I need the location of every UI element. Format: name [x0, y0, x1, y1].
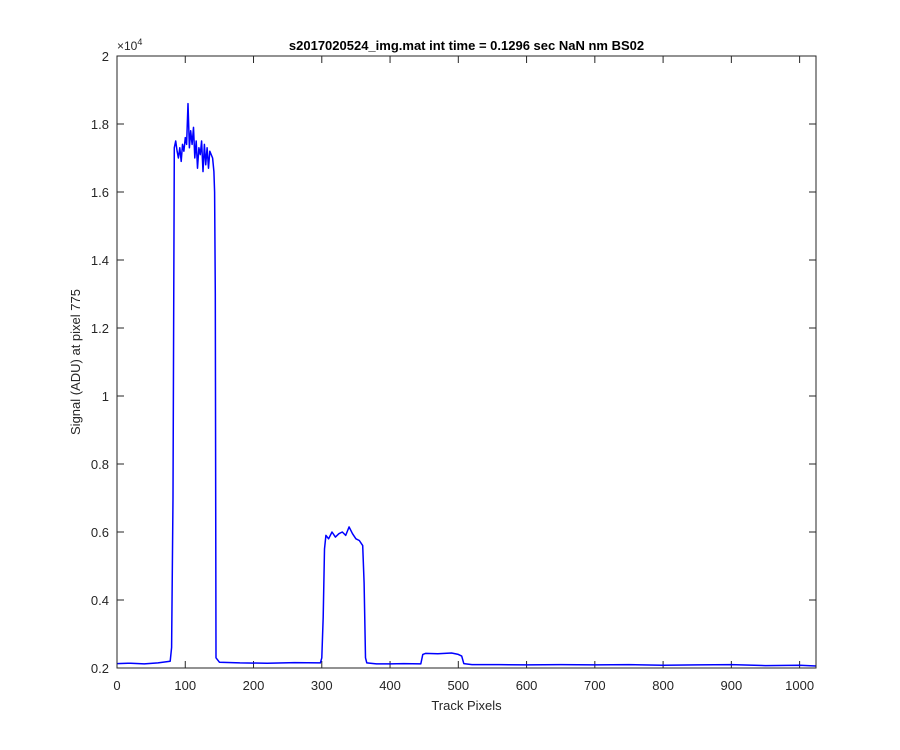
y-tick-label: 1 — [102, 389, 109, 404]
y-exponent-label: ×104 — [117, 37, 142, 53]
y-tick-label: 0.8 — [91, 457, 109, 472]
plot-area — [117, 56, 816, 668]
x-tick-label: 300 — [311, 678, 333, 693]
x-tick-label: 400 — [379, 678, 401, 693]
x-axis-label: Track Pixels — [431, 698, 502, 713]
chart-title: s2017020524_img.mat int time = 0.1296 se… — [289, 38, 644, 53]
x-tick-label: 100 — [174, 678, 196, 693]
y-tick-label: 2 — [102, 49, 109, 64]
y-tick-label: 1.2 — [91, 321, 109, 336]
y-tick-label: 1.4 — [91, 253, 109, 268]
x-tick-label: 1000 — [785, 678, 814, 693]
x-tick-label: 500 — [447, 678, 469, 693]
x-tick-label: 800 — [652, 678, 674, 693]
series-line — [116, 102, 817, 667]
x-tick-label: 0 — [113, 678, 120, 693]
y-exponent-base: ×10 — [117, 39, 138, 53]
x-tick-label: 600 — [516, 678, 538, 693]
y-tick-label: 0.2 — [91, 661, 109, 676]
axes-box — [116, 55, 817, 669]
labels-layer: 0 100 200 300 400 500 600 700 800 900 1000 0.2 0.4 0.… — [91, 49, 814, 693]
y-tick-label: 0.4 — [91, 593, 109, 608]
y-tick-label: 1.6 — [91, 185, 109, 200]
y-axis-label: Signal (ADU) at pixel 775 — [68, 289, 83, 435]
x-tick-label: 200 — [243, 678, 265, 693]
y-tick-label: 0.6 — [91, 525, 109, 540]
y-tick-label: 1.8 — [91, 117, 109, 132]
x-tick-label: 700 — [584, 678, 606, 693]
x-tick-label: 900 — [721, 678, 743, 693]
y-exponent-power: 4 — [137, 37, 142, 47]
